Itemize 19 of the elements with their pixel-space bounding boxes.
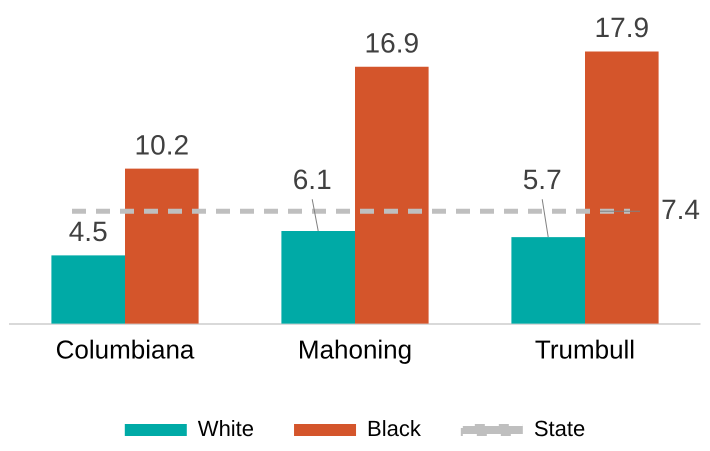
- legend-label: State: [534, 416, 586, 442]
- x-tick-label: Mahoning: [298, 334, 412, 365]
- legend-label: White: [198, 416, 254, 442]
- bar: [511, 237, 585, 324]
- legend-label: Black: [367, 416, 422, 442]
- bar: [125, 168, 199, 324]
- data-label: 10.2: [134, 129, 190, 160]
- x-tick-label: Trumbull: [534, 334, 636, 365]
- data-label: 6.1: [292, 164, 332, 195]
- data-label: 17.9: [594, 12, 650, 44]
- bar: [51, 255, 125, 324]
- annotation: 7.4: [661, 194, 700, 225]
- data-label: 16.9: [364, 27, 420, 58]
- x-tick-label: Columbiana: [56, 334, 195, 365]
- bar: [585, 52, 659, 324]
- bar: [355, 66, 429, 324]
- data-label: 4.5: [68, 216, 108, 248]
- bar: [281, 231, 355, 324]
- data-label: 5.7: [522, 164, 562, 195]
